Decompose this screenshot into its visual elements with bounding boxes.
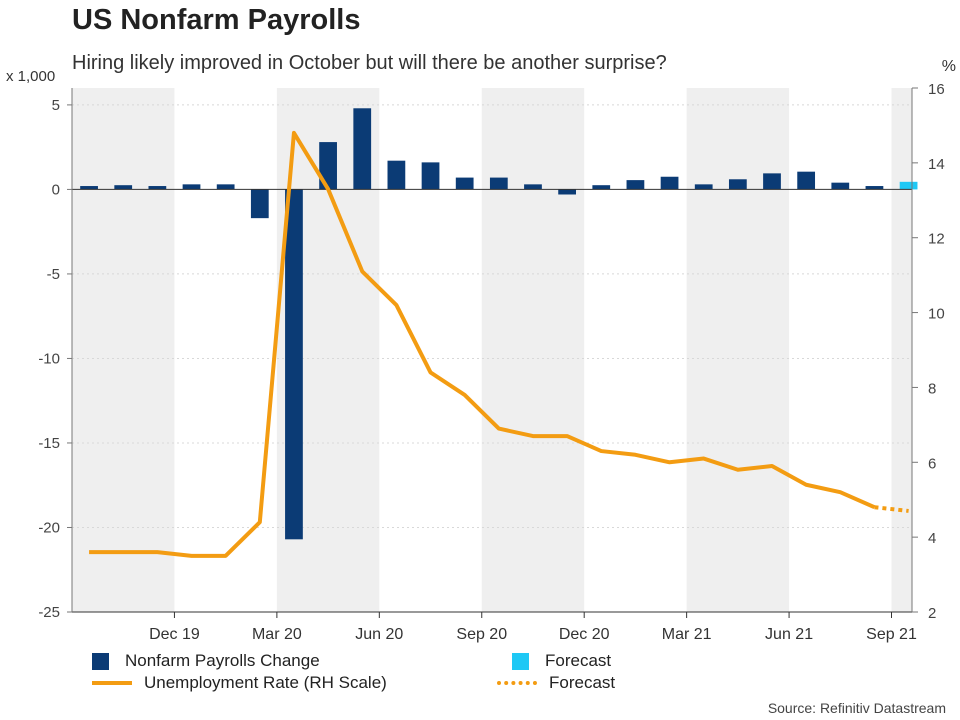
- legend-swatch-unemployment: [92, 681, 132, 685]
- chart-subtitle: Hiring likely improved in October but wi…: [72, 52, 667, 74]
- legend-label-forecast-bar: Forecast: [545, 651, 612, 670]
- right-tick-label: 2: [928, 605, 936, 622]
- x-tick-label: Mar 20: [252, 626, 302, 643]
- left-tick-label: -20: [38, 519, 60, 536]
- left-tick-label: -10: [38, 350, 60, 367]
- payroll-bar-mar-21: [660, 176, 679, 190]
- payroll-bar-sep-20: [455, 177, 474, 190]
- payroll-bar-nov-20: [524, 184, 542, 190]
- payroll-bar-jan-21: [592, 185, 611, 190]
- legend-item-unemployment[interactable]: Unemployment Rate (RH Scale): [92, 673, 387, 693]
- legend-swatch-forecast-bar: [512, 652, 529, 670]
- payroll-bar-apr-20: [285, 189, 303, 540]
- shaded-period-3: [686, 88, 790, 612]
- right-tick-label: 12: [928, 231, 945, 248]
- axes: [71, 88, 913, 613]
- source-note: Source: Refinitiv Datastream: [767, 700, 946, 716]
- payroll-bar-jan-20: [182, 184, 201, 190]
- payroll-bar-feb-21: [626, 180, 645, 190]
- payroll-bar-dec-20: [558, 189, 576, 195]
- x-tick-label: Jun 21: [765, 626, 813, 643]
- payroll-bar-oct-20: [489, 177, 508, 190]
- x-tick-label: Mar 21: [662, 626, 712, 643]
- shaded-period-0: [72, 88, 175, 612]
- tick-labels: 5 0 -5 -10 -15 -20 -25 16 14 12 10 8 6 4 2 Dec 19 Mar 20…: [38, 81, 944, 643]
- payroll-bar-may-21: [728, 179, 747, 190]
- right-tick-label: 16: [928, 81, 945, 98]
- payroll-bar-nov-19: [114, 185, 133, 190]
- shaded-period-2: [481, 88, 585, 612]
- right-tick-label: 14: [928, 156, 945, 173]
- left-tick-label: -15: [38, 435, 60, 452]
- left-tick-label: -5: [47, 266, 60, 283]
- x-tick-label: Sep 20: [456, 626, 507, 643]
- unemployment-forecast-line: [874, 505, 909, 513]
- chart-title: US Nonfarm Payrolls: [72, 4, 361, 36]
- payroll-bars: [80, 108, 918, 540]
- x-tick-label: Sep 21: [866, 626, 917, 643]
- payroll-bar-may-20: [319, 142, 337, 190]
- forecast-bar-oct-21: [899, 181, 918, 190]
- payroll-bar-mar-20: [250, 189, 269, 219]
- payroll-bar-jun-21: [763, 173, 781, 190]
- left-tick-label: -25: [38, 604, 60, 621]
- payroll-bar-jul-21: [797, 171, 816, 190]
- payroll-bar-aug-21: [831, 182, 850, 190]
- legend-label-unemployment: Unemployment Rate (RH Scale): [144, 673, 387, 692]
- payroll-bar-jun-20: [353, 108, 372, 190]
- x-tick-label: Dec 19: [149, 626, 200, 643]
- right-axis-unit: %: [941, 58, 956, 75]
- legend-item-forecast-line[interactable]: Forecast: [497, 673, 615, 693]
- right-tick-label: 8: [928, 380, 936, 397]
- left-axis-unit: x 1,000: [6, 68, 56, 85]
- legend-item-payrolls[interactable]: Nonfarm Payrolls Change: [92, 651, 320, 671]
- shaded-periods: [72, 88, 912, 612]
- payroll-bar-oct-19: [80, 186, 98, 190]
- payroll-bar-jul-20: [387, 160, 406, 190]
- legend-swatch-payrolls: [92, 652, 109, 670]
- payroll-bar-dec-19: [148, 186, 167, 190]
- unemployment-lines: [89, 130, 909, 558]
- right-tick-label: 6: [928, 455, 936, 472]
- legend-item-forecast-bar[interactable]: Forecast: [512, 651, 611, 671]
- payroll-bar-feb-20: [216, 184, 235, 190]
- legend-swatch-forecast-line: [497, 681, 537, 685]
- legend-label-payrolls: Nonfarm Payrolls Change: [125, 651, 320, 670]
- shaded-period-4: [891, 88, 912, 612]
- legend-label-forecast-line: Forecast: [549, 673, 616, 692]
- chart-canvas: 5 0 -5 -10 -15 -20 -25 16 14 12 10 8 6 4 2 Dec 19 Mar 20…: [38, 81, 944, 643]
- left-tick-label: 0: [52, 181, 60, 198]
- payroll-bar-aug-20: [421, 162, 440, 190]
- unemployment-rate-line: [89, 130, 876, 558]
- right-tick-label: 10: [928, 306, 945, 323]
- payroll-bar-apr-21: [694, 184, 713, 190]
- left-tick-label: 5: [52, 97, 60, 114]
- payroll-bar-sep-21: [865, 186, 884, 190]
- x-tick-label: Dec 20: [559, 626, 610, 643]
- right-tick-label: 4: [928, 530, 936, 547]
- x-tick-label: Jun 20: [355, 626, 403, 643]
